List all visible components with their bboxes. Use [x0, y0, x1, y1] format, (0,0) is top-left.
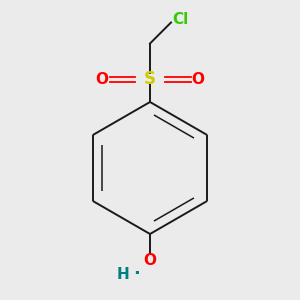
Text: O: O: [143, 253, 157, 268]
Text: Cl: Cl: [172, 12, 189, 27]
Text: ·: ·: [133, 266, 140, 284]
Text: S: S: [144, 70, 156, 88]
Text: O: O: [95, 72, 109, 87]
Text: O: O: [191, 72, 205, 87]
Text: H: H: [117, 267, 129, 282]
